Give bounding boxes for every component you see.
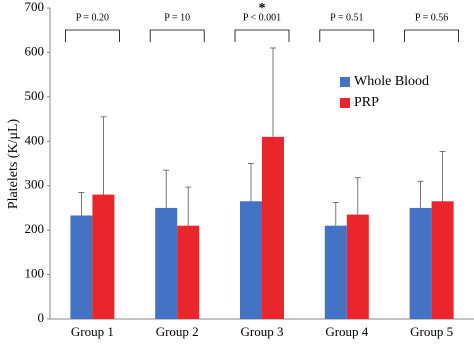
- bar: [431, 201, 454, 319]
- error-bar: [185, 186, 192, 226]
- error-bar: [439, 151, 446, 202]
- bar: [409, 207, 432, 319]
- y-tick-label: 300: [25, 177, 45, 192]
- legend-label: PRP: [354, 95, 379, 110]
- p-value: P = 0.51: [330, 12, 363, 23]
- x-tick-label: Group 2: [156, 324, 199, 339]
- error-bar: [248, 163, 254, 202]
- error-bar: [354, 177, 361, 215]
- y-tick-label: 600: [25, 43, 45, 58]
- bar: [262, 136, 284, 319]
- error-bar: [270, 47, 276, 137]
- y-tick-label: 0: [38, 310, 45, 325]
- bracket: [404, 29, 459, 42]
- y-tick-label: 200: [25, 221, 45, 236]
- bar: [92, 194, 115, 319]
- y-axis-label: Platelets (K/μL): [6, 119, 21, 210]
- x-tick-label: Group 1: [71, 324, 114, 339]
- bar: [155, 207, 178, 319]
- y-tick-label: 100: [25, 266, 45, 281]
- p-value: P = 0.20: [76, 12, 109, 23]
- p-value: P = 0.56: [415, 12, 448, 23]
- bar: [346, 214, 369, 319]
- p-value: P < 0.001: [243, 12, 281, 23]
- bracket: [234, 29, 290, 42]
- legend-swatch: [340, 98, 350, 108]
- bracket: [149, 29, 205, 42]
- bar: [70, 215, 93, 319]
- bracket: [319, 29, 375, 42]
- y-tick-label: 500: [25, 88, 45, 103]
- y-tick-label: 700: [25, 0, 45, 14]
- legend-label: Whole Blood: [354, 74, 429, 89]
- error-bar: [78, 191, 85, 216]
- significance-marker: *: [259, 1, 266, 16]
- x-tick-label: Group 3: [241, 324, 284, 339]
- bar: [177, 225, 200, 319]
- error-bar: [417, 180, 424, 208]
- x-tick-label: Group 5: [410, 324, 453, 339]
- legend-swatch: [340, 77, 350, 87]
- error-bar: [332, 202, 339, 226]
- error-bar: [163, 169, 170, 208]
- bracket: [65, 29, 120, 42]
- bar: [240, 201, 262, 319]
- p-value: P = 10: [164, 12, 190, 23]
- error-bar: [100, 116, 107, 195]
- y-tick-label: 400: [25, 132, 45, 147]
- bar: [324, 225, 347, 319]
- x-tick-label: Group 4: [325, 324, 368, 339]
